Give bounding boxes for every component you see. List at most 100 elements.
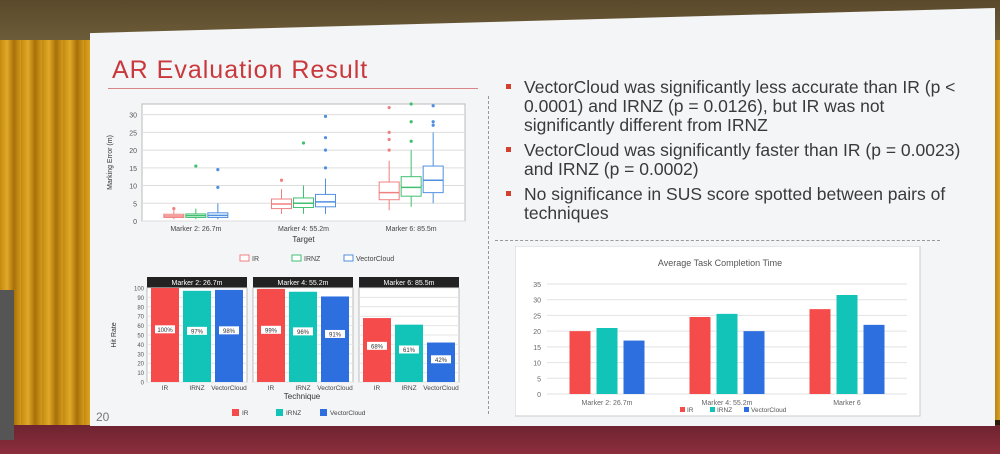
hit-rate-bar xyxy=(363,318,391,382)
bullet-text: No significance in SUS score spotted bet… xyxy=(524,184,946,223)
box-outlier xyxy=(323,136,328,140)
box-outlier xyxy=(387,137,391,142)
legend-swatch xyxy=(291,254,302,262)
box-outlier xyxy=(279,178,284,182)
bullet-marker-icon xyxy=(506,191,511,196)
x-tick-label: IR xyxy=(268,385,275,392)
box-outlier xyxy=(194,164,198,168)
legend-label: VectorCloud xyxy=(330,410,366,417)
y-tick-label: 0 xyxy=(133,219,137,226)
box-outlier xyxy=(323,166,328,170)
legend-swatch xyxy=(680,407,685,412)
x-tick-label: VectorCloud xyxy=(423,385,459,392)
hit-rate-bar xyxy=(151,288,179,382)
legend-swatch xyxy=(276,409,283,416)
y-tick-label: 70 xyxy=(137,315,144,321)
x-tick-label: IR xyxy=(162,385,169,392)
box-outlier xyxy=(431,123,435,127)
hit-rate-bar xyxy=(183,290,211,382)
data-label-bg xyxy=(399,345,419,354)
bullet-marker-icon xyxy=(506,84,511,89)
y-tick-label: 20 xyxy=(533,329,541,336)
hit-rate-bar xyxy=(289,291,317,382)
projection-screen: AR Evaluation Result 20 VectorCloud was … xyxy=(90,8,995,426)
curtain-left xyxy=(0,40,95,440)
x-tick-label: Marker 4: 55.2m xyxy=(278,226,329,233)
marking-error-boxplot: 0 5 10 15 20 25 30 Marker 2: 26.7m Marker 4: 55.… xyxy=(107,102,466,263)
y-axis-label: Hit Rate xyxy=(111,322,118,347)
hit-rate-bar xyxy=(321,296,349,382)
stage-floor xyxy=(0,425,1000,454)
y-tick-label: 5 xyxy=(133,201,137,208)
y-tick-label: 90 xyxy=(137,296,144,302)
box-outlier xyxy=(323,148,328,152)
y-tick-label: 40 xyxy=(137,343,144,349)
box-iqr xyxy=(378,181,400,201)
time-bar xyxy=(836,295,858,394)
y-tick-label: 20 xyxy=(129,148,137,155)
y-tick-label: 50 xyxy=(137,334,144,340)
x-tick-label: VectorCloud xyxy=(211,385,247,392)
legend-swatch xyxy=(239,254,250,262)
box-iqr xyxy=(400,176,422,197)
facet-title: Marker 6: 85.5m xyxy=(384,280,435,287)
data-label-bg xyxy=(261,325,281,334)
box-outlier xyxy=(409,139,413,143)
box-iqr xyxy=(422,165,444,194)
bullet-item: VectorCloud was significantly less accur… xyxy=(502,78,972,135)
box-iqr xyxy=(315,193,336,208)
data-label: 98% xyxy=(223,329,236,335)
box-outlier xyxy=(431,104,435,108)
legend-swatch xyxy=(744,407,749,412)
data-label-bg xyxy=(431,355,451,364)
legend-label: IR xyxy=(252,256,259,263)
time-bar xyxy=(623,340,645,394)
time-bar xyxy=(716,313,738,394)
box-outlier xyxy=(431,120,435,124)
bullet-list: VectorCloud was significantly less accur… xyxy=(502,78,972,229)
x-tick-label: Marker 6: 85.5m xyxy=(386,226,437,233)
y-tick-label: 10 xyxy=(129,184,137,191)
time-bar xyxy=(743,331,765,394)
time-bar xyxy=(863,324,885,394)
time-bar xyxy=(596,328,618,394)
y-tick-label: 25 xyxy=(129,130,137,137)
y-tick-label: 80 xyxy=(137,305,144,311)
x-tick-label: IR xyxy=(374,385,381,392)
legend-label: IRNZ xyxy=(717,407,732,414)
y-tick-label: 35 xyxy=(533,282,541,289)
data-label: 100% xyxy=(157,328,173,334)
legend-label: IR xyxy=(687,407,694,414)
x-axis-label: Target xyxy=(292,235,315,244)
facet-header xyxy=(147,277,247,288)
data-label: 42% xyxy=(435,358,448,364)
legend-swatch xyxy=(710,407,715,412)
legend-swatch xyxy=(343,254,354,262)
y-tick-label: 15 xyxy=(533,345,541,352)
facet-title: Marker 2: 26.7m xyxy=(172,280,223,287)
legend-label: VectorCloud xyxy=(751,407,787,414)
facet-header xyxy=(359,277,459,288)
title-rule xyxy=(108,88,478,89)
box-outlier xyxy=(323,114,328,119)
box-outlier xyxy=(387,130,391,134)
legend-swatch xyxy=(320,409,327,416)
data-label-bg xyxy=(325,329,345,338)
y-axis-label: Marking Error (m) xyxy=(107,135,114,190)
vertical-divider xyxy=(488,96,489,414)
y-tick-label: 30 xyxy=(129,113,137,120)
data-label-bg xyxy=(219,326,239,335)
y-tick-label: 0 xyxy=(141,381,145,387)
y-tick-label: 15 xyxy=(129,166,137,173)
y-tick-label: 25 xyxy=(533,313,541,320)
legend-label: IR xyxy=(242,410,249,417)
data-label: 68% xyxy=(371,344,384,350)
box-outlier xyxy=(387,148,391,152)
box-outlier xyxy=(409,102,413,106)
box-outlier xyxy=(301,141,306,145)
x-tick-label: IRNZ xyxy=(295,385,310,392)
legend-label: IRNZ xyxy=(286,410,301,417)
time-bar xyxy=(809,309,831,394)
time-bar xyxy=(689,317,711,394)
box-outlier xyxy=(387,105,391,110)
